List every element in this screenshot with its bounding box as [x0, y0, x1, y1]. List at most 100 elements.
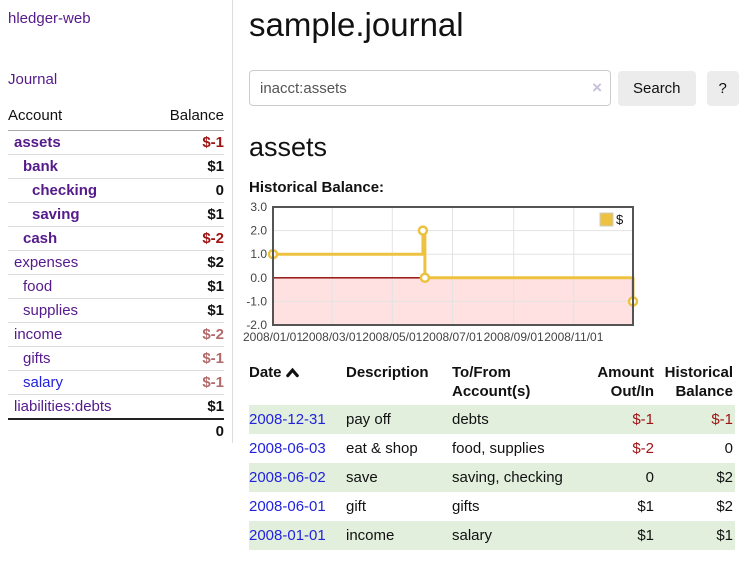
register-row[interactable]: 2008-01-01 income salary $1 $1 — [249, 521, 735, 550]
register-table: Date Description To/From Account(s) Amou… — [249, 361, 735, 550]
register-balance-cell: 0 — [724, 440, 733, 457]
register-accounts-cell: food, supplies — [452, 440, 545, 457]
account-cell: cash — [8, 226, 150, 251]
x-tick-label: 2008/01/01 — [243, 330, 303, 344]
help-button[interactable]: ? — [706, 70, 739, 106]
accounts-header-account: Account — [8, 104, 150, 131]
account-row: assets $-1 — [8, 130, 224, 155]
register-header-amount: Amount Out/In — [597, 364, 654, 400]
register-header-row: Date Description To/From Account(s) Amou… — [249, 361, 735, 405]
accounts-table: Account Balance assets $-1 bank $1 checking 0… — [8, 104, 224, 443]
register-row[interactable]: 2008-06-03 eat & shop food, supplies $-2 0 — [249, 434, 735, 463]
register-amount-cell: $1 — [637, 498, 654, 515]
account-balance: $1 — [149, 274, 224, 299]
register-amount-cell: $1 — [637, 527, 654, 544]
x-tick-label: 2008/09/01 — [484, 330, 544, 344]
data-point-marker — [419, 272, 431, 284]
account-link[interactable]: salary — [23, 374, 64, 391]
register-accounts-cell: gifts — [452, 498, 480, 515]
register-description-cell: gift — [346, 498, 367, 515]
transaction-date-link[interactable]: 2008-06-01 — [249, 498, 326, 515]
account-cell: bank — [8, 154, 150, 179]
account-cell: salary — [8, 370, 150, 395]
register-description-cell: income — [346, 527, 395, 544]
register-date-cell: 2008-06-01 — [249, 492, 346, 521]
transaction-date-link[interactable]: 2008-06-03 — [249, 440, 326, 457]
account-cell: assets — [8, 130, 150, 155]
account-link[interactable]: bank — [23, 158, 59, 175]
account-link[interactable]: food — [23, 278, 53, 295]
register-description-cell: pay off — [346, 411, 391, 428]
register-description-cell: save — [346, 469, 378, 486]
account-row: supplies $1 — [8, 298, 224, 323]
account-link[interactable]: liabilities:debts — [14, 398, 112, 415]
chart-wrap: 3.0 2.0 1.0 0.0 -1.0 -2.0 2008/01/01 2008/03/01… — [243, 200, 734, 347]
x-tick-label: 2008/03/01 — [302, 330, 362, 344]
accounts-total-value: 0 — [149, 418, 224, 443]
account-balance: $1 — [149, 202, 224, 227]
transaction-date-link[interactable]: 2008-01-01 — [249, 527, 326, 544]
account-link[interactable]: checking — [32, 182, 98, 199]
account-link[interactable]: cash — [23, 230, 58, 247]
account-balance: 0 — [149, 178, 224, 203]
clear-search-icon[interactable]: × — [592, 78, 602, 97]
account-link[interactable]: assets — [14, 134, 61, 151]
account-link[interactable]: expenses — [14, 254, 79, 271]
register-balance-cell: $2 — [716, 469, 733, 486]
account-cell: liabilities:debts — [8, 394, 150, 419]
transaction-date-link[interactable]: 2008-12-31 — [249, 411, 326, 428]
register-description-cell: eat & shop — [346, 440, 418, 457]
sidebar: hledger-web Journal Account Balance asse… — [0, 0, 233, 443]
page-title: sample.journal — [249, 6, 464, 43]
account-row: checking 0 — [8, 178, 224, 203]
account-link[interactable]: gifts — [23, 350, 51, 367]
register-date-cell: 2008-06-03 — [249, 434, 346, 463]
account-row: bank $1 — [8, 154, 224, 179]
x-tick-label: 2008/05/01 — [362, 330, 422, 344]
account-balance: $-1 — [149, 346, 224, 371]
y-tick-label: 2.0 — [250, 224, 267, 238]
account-cell: food — [8, 274, 150, 299]
account-balance: $-1 — [149, 130, 224, 155]
account-cell: income — [8, 322, 150, 347]
account-cell: expenses — [8, 250, 150, 275]
account-balance: $-2 — [149, 226, 224, 251]
account-balance: $1 — [149, 298, 224, 323]
y-tick-label: 1.0 — [250, 247, 267, 261]
brand-link[interactable]: hledger-web — [8, 10, 91, 27]
account-row: saving $1 — [8, 202, 224, 227]
register-accounts-cell: saving, checking — [452, 469, 563, 486]
register-row[interactable]: 2008-06-02 save saving, checking 0 $2 — [249, 463, 735, 492]
register-header-date[interactable]: Date — [249, 361, 346, 405]
x-tick-label: 2008/11/01 — [544, 330, 603, 344]
register-header-description: Description — [346, 364, 429, 381]
sidebar-item-journal[interactable]: Journal — [8, 71, 58, 88]
search-input[interactable] — [249, 70, 611, 106]
account-cell: supplies — [8, 298, 150, 323]
register-row[interactable]: 2008-12-31 pay off debts $-1 $-1 — [249, 405, 735, 434]
account-link[interactable]: saving — [32, 206, 80, 223]
y-tick-label: -2.0 — [246, 318, 267, 332]
accounts-total-row: 0 — [8, 418, 224, 443]
legend-swatch — [599, 212, 614, 227]
account-link[interactable]: income — [14, 326, 63, 343]
y-tick-label: 0.0 — [250, 271, 267, 285]
x-tick-label: 2008/07/01 — [422, 330, 482, 344]
y-tick-label: -1.0 — [246, 294, 267, 308]
search-button[interactable]: Search — [618, 70, 696, 106]
register-header-balance: Historical Balance — [664, 364, 733, 400]
register-date-cell: 2008-06-02 — [249, 463, 346, 492]
account-balance: $1 — [149, 394, 224, 419]
chart-section-label: Historical Balance: — [249, 179, 385, 196]
register-balance-cell: $1 — [716, 527, 733, 544]
account-row: expenses $2 — [8, 250, 224, 275]
search-input-wrap: × — [249, 70, 611, 106]
register-header-accounts: To/From Account(s) — [452, 364, 531, 400]
register-row[interactable]: 2008-06-01 gift gifts $1 $2 — [249, 492, 735, 521]
search-form: × Search ? — [249, 70, 739, 106]
plot-border — [272, 206, 634, 326]
account-link[interactable]: supplies — [23, 302, 79, 319]
transaction-date-link[interactable]: 2008-06-02 — [249, 469, 326, 486]
account-cell: gifts — [8, 346, 150, 371]
register-amount-cell: $-1 — [632, 411, 654, 428]
